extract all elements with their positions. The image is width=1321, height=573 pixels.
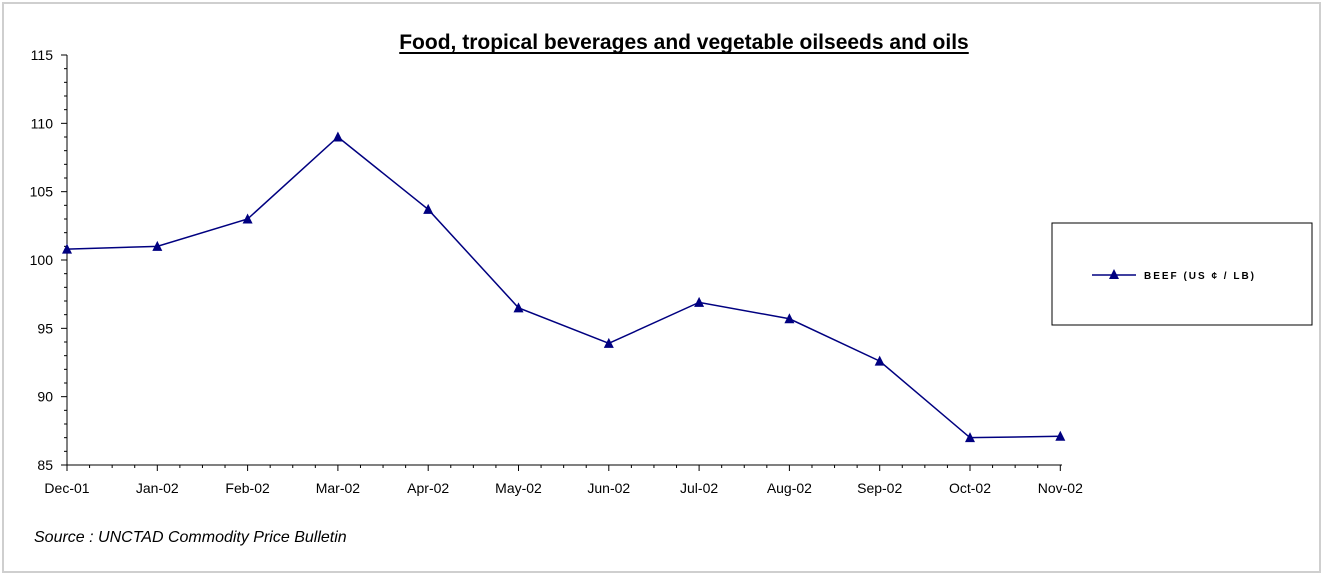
data-point-marker (152, 240, 163, 251)
series-group (62, 131, 1066, 443)
x-axis-ticks: Dec-01 Jan-02 Feb-02 Mar-02 Apr-02 May-02 Jun-… (44, 465, 1083, 496)
data-point-marker (965, 432, 975, 443)
legend-label-beef: BEEF (US ¢ / LB) (1144, 271, 1256, 282)
x-tick-label: Jun-02 (587, 480, 630, 496)
series-line-beef (66, 136, 1061, 439)
legend-box (1051, 222, 1313, 326)
legend-swatch-marker (1109, 269, 1119, 279)
data-point-marker (1055, 430, 1066, 441)
data-point-marker (513, 302, 524, 313)
x-tick-label: Sep-02 (857, 480, 902, 496)
data-point-marker (694, 296, 705, 307)
data-point-marker (332, 131, 343, 142)
y-tick-label: 90 (37, 389, 53, 405)
y-tick-label: 95 (37, 320, 53, 336)
y-axis-ticks: 85 90 95 100 105 110 115 (30, 47, 67, 473)
y-tick-label: 105 (30, 184, 54, 200)
y-tick-label: 115 (31, 47, 54, 63)
legend: BEEF (US ¢ / LB) (1051, 222, 1313, 326)
axes (66, 55, 1062, 466)
x-tick-label: Feb-02 (225, 480, 270, 496)
chart-title: Food, tropical beverages and vegetable o… (399, 31, 969, 54)
x-tick-label: Apr-02 (407, 480, 449, 496)
data-point-marker (423, 203, 434, 214)
data-point-marker (784, 313, 795, 324)
y-tick-label: 85 (37, 457, 53, 473)
source-note: Source : UNCTAD Commodity Price Bulletin (34, 529, 347, 546)
x-tick-label: Jul-02 (680, 480, 718, 496)
x-tick-label: Mar-02 (316, 480, 361, 496)
line-chart: Food, tropical beverages and vegetable o… (30, 31, 1313, 546)
x-tick-label: Aug-02 (767, 480, 812, 496)
x-tick-label: Dec-01 (44, 480, 89, 496)
data-point-marker (874, 355, 885, 366)
data-point-marker (62, 243, 72, 254)
x-tick-label: Jan-02 (136, 480, 179, 496)
x-tick-label: Nov-02 (1038, 480, 1083, 496)
y-tick-label: 100 (30, 252, 54, 268)
chart-title-group: Food, tropical beverages and vegetable o… (399, 31, 969, 54)
x-tick-label: Oct-02 (949, 480, 991, 496)
y-tick-label: 110 (31, 115, 54, 131)
data-point-marker (242, 213, 253, 224)
x-tick-label: May-02 (495, 480, 542, 496)
data-point-marker (603, 337, 614, 348)
